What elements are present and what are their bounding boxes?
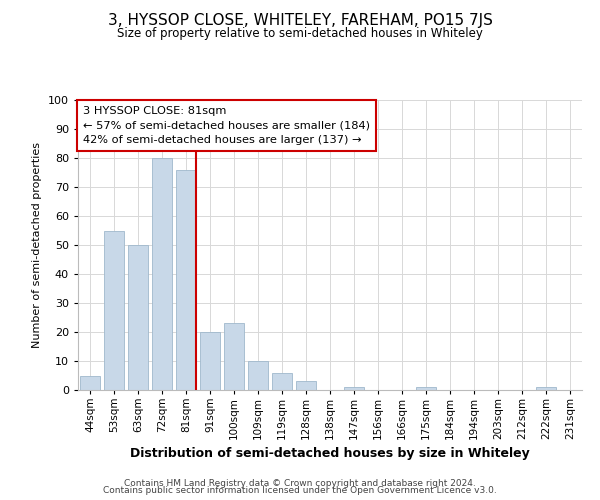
Bar xyxy=(296,382,316,390)
Bar xyxy=(536,387,556,390)
Bar xyxy=(152,158,172,390)
Bar xyxy=(344,387,364,390)
Bar xyxy=(416,387,436,390)
Text: 3, HYSSOP CLOSE, WHITELEY, FAREHAM, PO15 7JS: 3, HYSSOP CLOSE, WHITELEY, FAREHAM, PO15… xyxy=(107,12,493,28)
Bar xyxy=(80,376,100,390)
Text: Size of property relative to semi-detached houses in Whiteley: Size of property relative to semi-detach… xyxy=(117,28,483,40)
Y-axis label: Number of semi-detached properties: Number of semi-detached properties xyxy=(32,142,43,348)
Bar xyxy=(104,230,124,390)
Bar xyxy=(200,332,220,390)
X-axis label: Distribution of semi-detached houses by size in Whiteley: Distribution of semi-detached houses by … xyxy=(130,448,530,460)
Text: 3 HYSSOP CLOSE: 81sqm
← 57% of semi-detached houses are smaller (184)
42% of sem: 3 HYSSOP CLOSE: 81sqm ← 57% of semi-deta… xyxy=(83,106,370,146)
Text: Contains public sector information licensed under the Open Government Licence v3: Contains public sector information licen… xyxy=(103,486,497,495)
Bar xyxy=(176,170,196,390)
Bar xyxy=(248,361,268,390)
Bar xyxy=(272,372,292,390)
Bar xyxy=(128,245,148,390)
Text: Contains HM Land Registry data © Crown copyright and database right 2024.: Contains HM Land Registry data © Crown c… xyxy=(124,478,476,488)
Bar xyxy=(224,324,244,390)
